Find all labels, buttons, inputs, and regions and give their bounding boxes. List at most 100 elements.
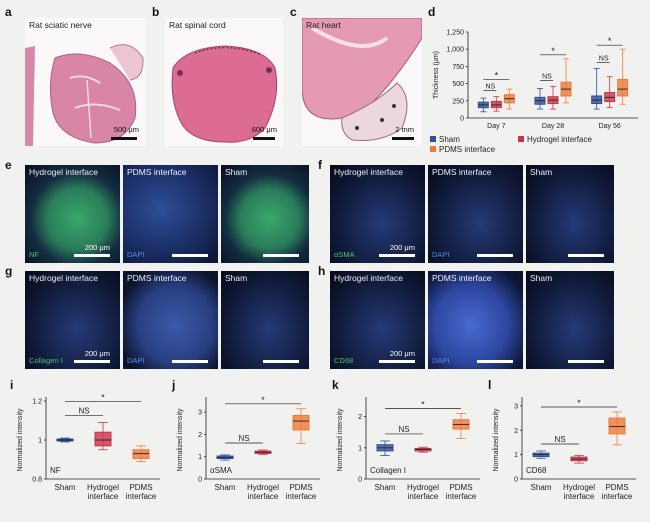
scale-bar — [253, 137, 275, 140]
x-tick-label: Sham — [55, 483, 76, 492]
fluorescence-tile-e-3: Sham — [221, 165, 309, 263]
y-tick-label: 0 — [198, 477, 202, 484]
x-tick-label: PDMS — [289, 483, 312, 492]
significance-star: * — [551, 46, 555, 56]
y-tick-label: 0 — [358, 477, 362, 484]
panel-label-a: a — [5, 5, 12, 19]
y-tick-label: 3 — [514, 403, 518, 410]
x-tick-label: Hydrogel — [247, 483, 279, 492]
histology-spinal-cord: Rat spinal cord 600 μm — [165, 18, 283, 146]
scale-bar — [477, 360, 513, 363]
x-tick-label: Sham — [215, 483, 236, 492]
x-tick-label: interface — [126, 492, 157, 501]
scale-bar-label: 200 μm — [389, 349, 415, 358]
y-tick-label: 750 — [452, 64, 464, 71]
scale-bar — [263, 254, 299, 257]
tile-title: Sham — [225, 167, 248, 177]
panel-label-g: g — [5, 264, 13, 278]
y-tick-label: 2 — [514, 428, 518, 435]
panel-label-h: h — [318, 264, 326, 278]
panel-label-i: i — [10, 378, 14, 392]
fluorescence-tile-f-2: PDMS interface DAPI — [428, 165, 523, 263]
tile-title: Sham — [225, 273, 248, 283]
scale-bar — [392, 137, 414, 140]
panel-label-b: b — [152, 5, 160, 19]
significance-star: * — [577, 398, 581, 408]
chart-nf: 0.8 1 1.2 Normalized intensity NF Sham Hydroge… — [17, 392, 160, 501]
stain-label: αSMA — [210, 466, 233, 475]
panel-label-e: e — [5, 158, 12, 172]
ns-label: NS — [78, 406, 89, 415]
tile-title: Hydrogel interface — [29, 273, 98, 283]
tile-title: PDMS interface — [432, 273, 492, 283]
scale-bar — [263, 360, 299, 363]
x-tick-label: Hydrogel — [407, 483, 439, 492]
fluorescence-tile-g-2: PDMS interface DAPI — [123, 271, 218, 369]
chart-asma: 0 1 2 3 Normalized intensity αSMA Sham Hydrogel… — [177, 395, 320, 501]
x-tick-label: interface — [88, 492, 119, 501]
heart-image — [302, 18, 422, 141]
scale-bar-label: 500 μm — [113, 125, 139, 134]
tile-title: Sham — [530, 273, 553, 283]
tile-title: Sham — [530, 167, 553, 177]
fluorescence-tile-g-1: Hydrogel interface Collagen I 200 μm — [25, 271, 120, 369]
x-tick-label: Sham — [531, 483, 552, 492]
ns-label: NS — [485, 84, 495, 91]
fluorescence-tile-h-3: Sham — [526, 271, 614, 369]
box-hydrogel — [94, 431, 112, 447]
y-tick-label: 1 — [38, 438, 42, 445]
ns-label: NS — [542, 73, 552, 80]
box-pdms — [292, 414, 310, 431]
tile-title: PDMS interface — [127, 273, 187, 283]
y-tick-label: 3 — [198, 410, 202, 417]
box-pdms — [608, 417, 626, 435]
scale-bar-label: 200 μm — [84, 243, 110, 252]
stain-label: NF — [50, 466, 61, 475]
significance-star: * — [495, 71, 499, 81]
x-tick-label: Day 28 — [542, 123, 564, 130]
chart-cd68: 0 1 2 3 Normalized intensity CD68 Sham Hydrogel… — [493, 397, 636, 501]
y-tick-label: 1 — [198, 454, 202, 461]
fluorescence-tile-f-3: Sham — [526, 165, 614, 263]
y-axis-label: Normalized intensity — [177, 408, 184, 472]
y-axis-label: Thickness (μm) — [433, 51, 440, 99]
scale-bar — [568, 254, 604, 257]
panel-label-l: l — [488, 378, 492, 392]
y-tick-label: 2 — [358, 414, 362, 421]
scale-bar — [172, 360, 208, 363]
x-tick-label: Hydrogel — [87, 483, 119, 492]
y-tick-label: 0 — [460, 116, 464, 123]
fluorescence-tile-g-3: Sham — [221, 271, 309, 369]
y-tick-label: 1,000 — [446, 47, 464, 54]
stain-label: CD68 — [526, 466, 547, 475]
x-tick-label: Sham — [375, 483, 396, 492]
stain-label-primary: CD68 — [334, 356, 354, 365]
legend-label: Hydrogel interface — [527, 135, 592, 144]
y-tick-label: 1 — [358, 445, 362, 452]
y-axis-label: Normalized intensity — [17, 408, 24, 472]
y-tick-label: 500 — [452, 81, 464, 88]
panel-label-c: c — [290, 5, 297, 19]
x-tick-label: interface — [408, 492, 439, 501]
x-tick-label: Day 56 — [599, 123, 621, 130]
legend-swatch — [430, 146, 436, 152]
panel-label-j: j — [172, 378, 176, 392]
significance-star: * — [608, 36, 612, 46]
tile-title: Hydrogel interface — [334, 167, 403, 177]
tile-title: PDMS interface — [127, 167, 187, 177]
x-tick-label: PDMS — [129, 483, 152, 492]
scale-bar-label: 600 μm — [251, 125, 277, 134]
y-axis-label: Normalized intensity — [493, 408, 500, 472]
histology-title: Rat spinal cord — [169, 20, 226, 30]
histology-heart: Rat heart 2 mm — [302, 18, 422, 146]
scale-bar — [477, 254, 513, 257]
box-pdms-interface — [617, 78, 629, 97]
legend-label: PDMS interface — [439, 145, 496, 154]
stain-label-dapi: DAPI — [127, 250, 145, 259]
scale-bar — [74, 254, 110, 257]
histology-sciatic-nerve: Rat sciatic nerve 500 μm — [25, 18, 145, 146]
legend-swatch — [430, 136, 436, 142]
y-tick-label: 0 — [514, 477, 518, 484]
fluorescence-tile-h-1: Hydrogel interface CD68 200 μm — [330, 271, 425, 369]
